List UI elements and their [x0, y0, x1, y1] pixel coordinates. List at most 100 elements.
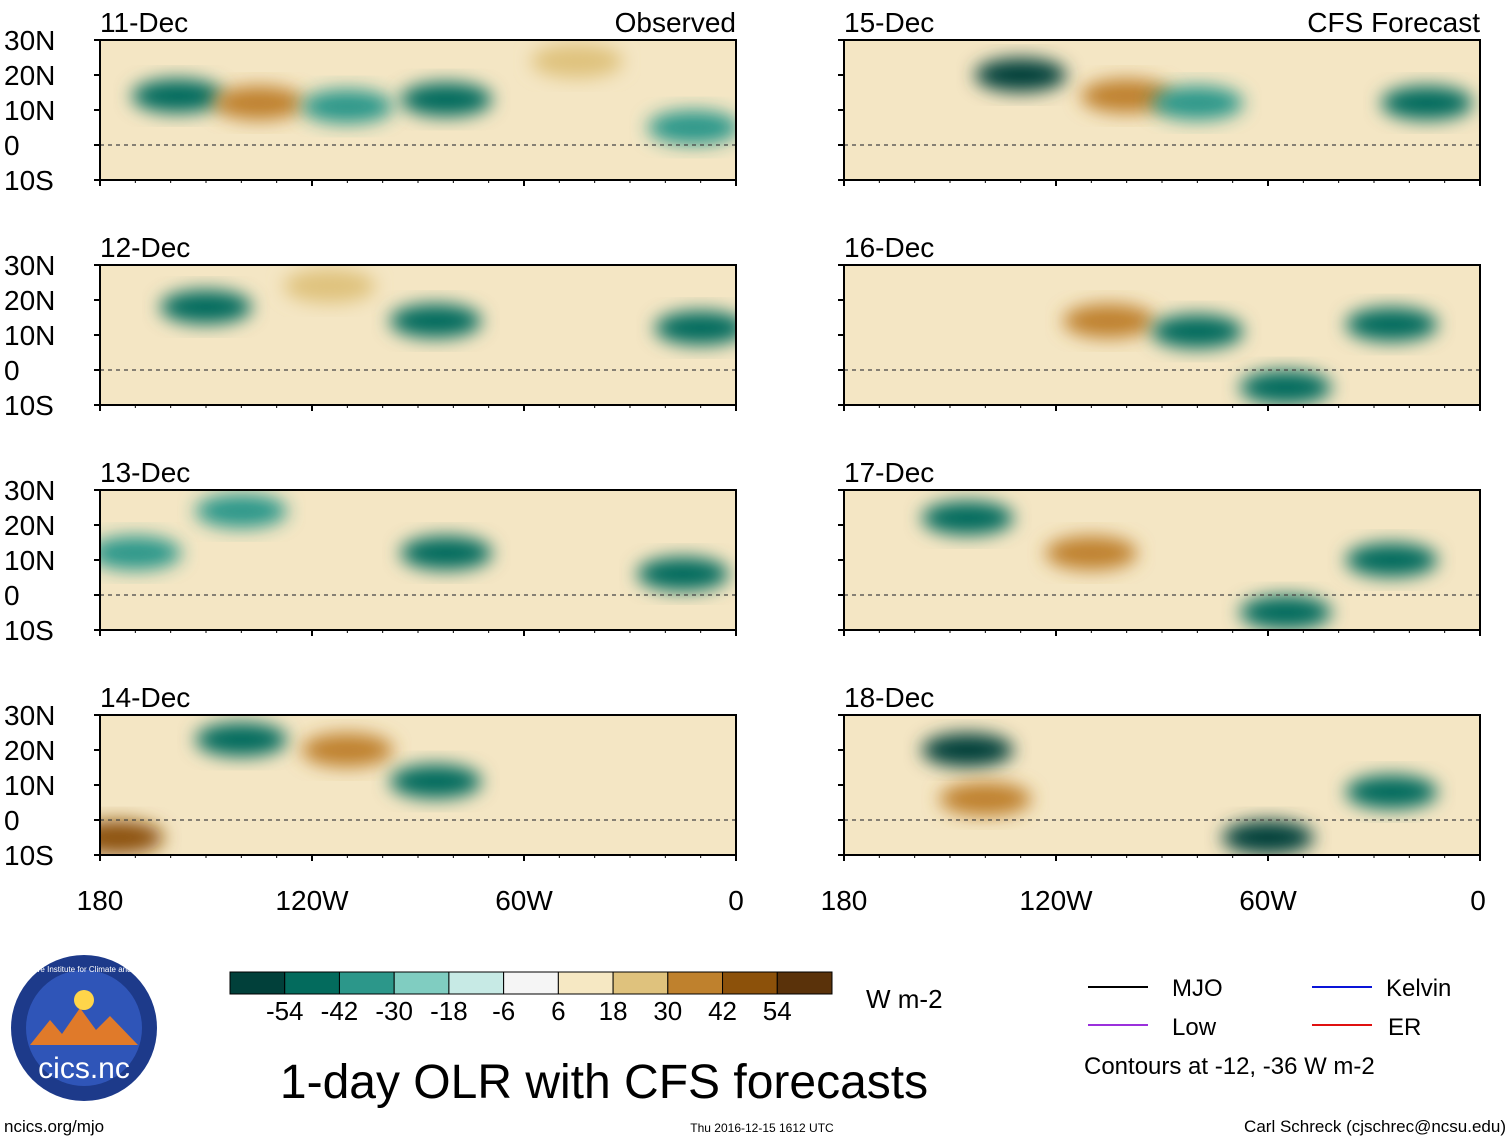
logo-ring-text: Cooperative Institute for Climate and Sa…: [2, 965, 167, 974]
y-tick-label: 10S: [4, 390, 54, 421]
olr-anomaly-blob: [1345, 775, 1438, 809]
colorbar-units: W m-2: [866, 984, 943, 1014]
contour-note: Contours at -12, -36 W m-2: [1084, 1053, 1375, 1080]
y-tick-label: 0: [4, 805, 20, 836]
olr-anomaly-blob: [400, 536, 493, 570]
olr-anomaly-blob: [647, 110, 736, 145]
footer-left: ncics.org/mjo: [4, 1117, 104, 1136]
colorbar-swatch: [338, 971, 395, 995]
olr-anomaly-blob: [637, 557, 729, 591]
olr-field: [844, 501, 1480, 630]
map-panel: 30N 20N 10N 0 10S 11-Dec Observed: [4, 7, 737, 196]
y-tick-label: 30N: [4, 250, 55, 281]
legend-label-mjo: MJO: [1172, 975, 1223, 1002]
colorbar-tick-label: -30: [375, 996, 413, 1026]
colorbar-tick-label: -42: [321, 996, 359, 1026]
colorbar-swatch: [722, 971, 778, 995]
olr-anomaly-blob: [531, 44, 623, 78]
colorbar-tick-label: -54: [266, 996, 304, 1026]
olr-anomaly-blob: [400, 82, 493, 117]
colorbar-swatch: [503, 971, 559, 995]
y-tick-label: 0: [4, 580, 20, 611]
y-tick-label: 10N: [4, 95, 55, 126]
panel-date-label: 11-Dec: [100, 7, 188, 38]
column-label: CFS Forecast: [1307, 7, 1480, 38]
colorbar-tick-label: 6: [551, 996, 565, 1026]
x-tick-label: 0: [1470, 885, 1486, 916]
panel-date-label: 17-Dec: [844, 457, 934, 488]
olr-anomaly-blob: [1239, 595, 1332, 630]
x-tick-label: 120W: [275, 885, 349, 916]
colorbar-tick-label: -18: [430, 996, 468, 1026]
olr-anomaly-blob: [195, 722, 288, 757]
olr-field: [100, 44, 736, 146]
contour-legend: MJO Kelvin Low ER Contours at -12, -36 W…: [1084, 975, 1451, 1080]
olr-field: [844, 733, 1480, 855]
olr-anomaly-blob: [1345, 307, 1438, 342]
olr-field: [844, 58, 1480, 146]
y-tick-label: 10S: [4, 840, 54, 871]
y-tick-label: 30N: [4, 25, 55, 56]
olr-field: [100, 269, 736, 371]
legend-label-kelvin: Kelvin: [1386, 975, 1451, 1002]
map-panel: 16-Dec: [838, 232, 1481, 411]
map-panel: 30N 20N 10N 0 10S 13-Dec: [4, 457, 737, 646]
map-panel: 15-Dec CFS Forecast: [838, 7, 1481, 186]
y-tick-label: 10N: [4, 545, 55, 576]
map-panel: 17-Dec: [838, 457, 1481, 636]
olr-anomaly-blob: [1151, 314, 1244, 349]
colorbar-tick-label: 18: [599, 996, 628, 1026]
olr-anomaly-blob: [921, 501, 1014, 535]
olr-anomaly-blob: [301, 733, 394, 767]
olr-anomaly-blob: [1381, 86, 1473, 120]
x-tick-label: 120W: [1019, 885, 1093, 916]
y-tick-label: 10S: [4, 165, 54, 196]
map-panel: 18-Dec: [838, 682, 1481, 861]
olr-anomaly-blob: [1222, 820, 1314, 855]
legend-label-low: Low: [1172, 1014, 1217, 1041]
y-tick-label: 10N: [4, 770, 55, 801]
olr-anomaly-blob: [1239, 370, 1332, 405]
y-tick-label: 30N: [4, 700, 55, 731]
x-tick-label: 0: [728, 885, 744, 916]
olr-anomaly-blob: [195, 494, 288, 528]
y-tick-label: 10N: [4, 320, 55, 351]
olr-anomaly-blob: [1045, 536, 1138, 570]
logo-mountains: [30, 1008, 138, 1045]
panel-date-label: 14-Dec: [100, 682, 190, 713]
olr-anomaly-blob: [939, 782, 1032, 816]
olr-anomaly-blob: [654, 311, 736, 345]
x-tick-label: 60W: [495, 885, 553, 916]
olr-anomaly-blob: [389, 764, 482, 799]
olr-anomaly-blob: [389, 304, 482, 338]
panel-date-label: 16-Dec: [844, 232, 934, 263]
y-tick-label: 20N: [4, 285, 55, 316]
olr-anomaly-blob: [283, 269, 376, 303]
olr-field: [100, 722, 736, 855]
olr-anomaly-blob: [1080, 79, 1173, 113]
legend-label-er: ER: [1388, 1014, 1421, 1041]
panels-group: 30N 20N 10N 0 10S 11-Dec Observed 30N 20N 10N 0 10S…: [4, 7, 1481, 871]
colorbar-swatch: [284, 971, 340, 995]
cics-logo: Cooperative Institute for Climate and Sa…: [2, 955, 167, 1101]
olr-anomaly-blob: [1151, 86, 1244, 120]
panel-date-label: 13-Dec: [100, 457, 190, 488]
olr-anomaly-blob: [301, 89, 394, 124]
olr-anomaly-blob: [974, 58, 1067, 92]
olr-field: [100, 494, 736, 596]
colorbar-tick-label: 30: [653, 996, 682, 1026]
x-tick-label: 180: [821, 885, 868, 916]
column-label: Observed: [615, 7, 736, 38]
olr-anomaly-blob: [1345, 543, 1438, 577]
olr-anomaly-blob: [921, 733, 1014, 767]
olr-anomaly-blob: [1063, 304, 1155, 338]
panel-date-label: 18-Dec: [844, 682, 934, 713]
colorbar-swatch: [393, 971, 450, 995]
olr-anomaly-blob: [100, 820, 164, 855]
colorbar-tick-label: 54: [763, 996, 792, 1026]
colorbar: -54 -42 -30 -18 -6 6 18 30 42 54: [229, 971, 833, 1026]
x-tick-label: 60W: [1239, 885, 1297, 916]
colorbar-swatch: [557, 971, 614, 995]
olr-field: [844, 304, 1480, 405]
olr-anomaly-blob: [213, 86, 305, 120]
